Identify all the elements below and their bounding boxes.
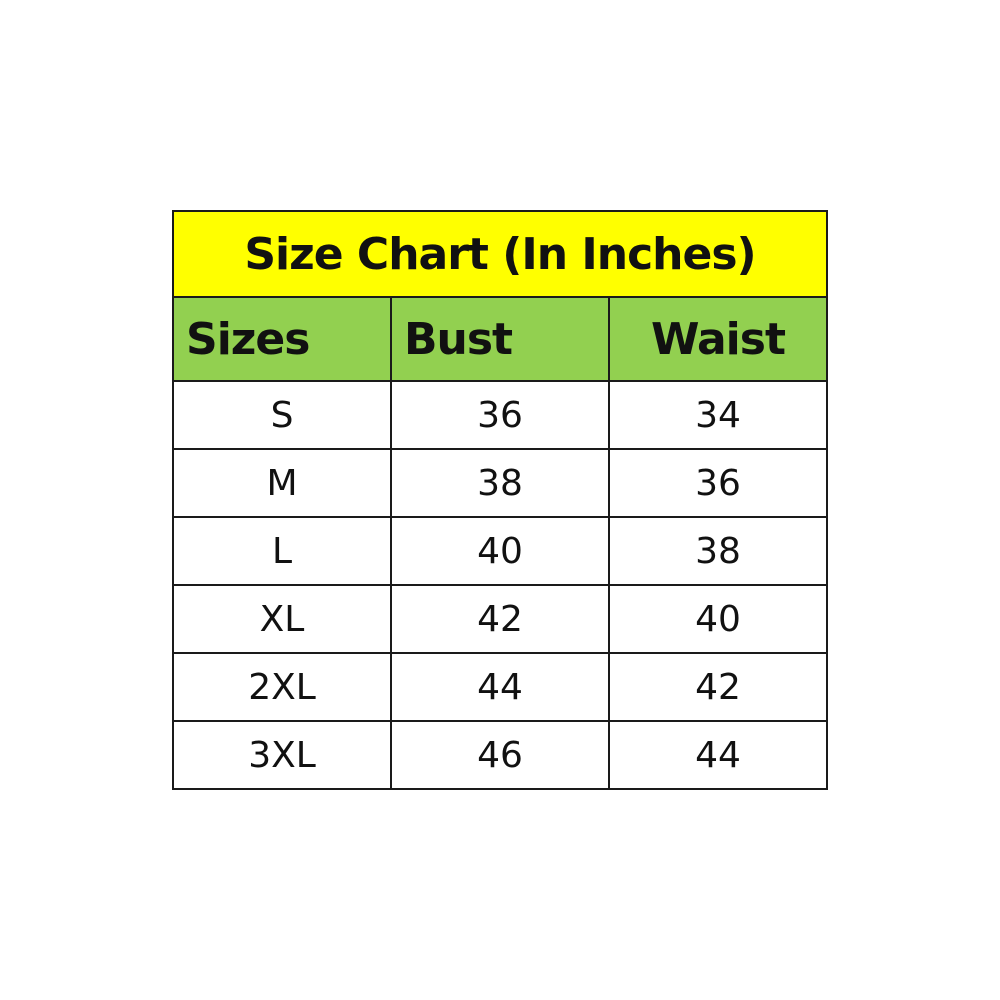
cell-bust: 44 — [390, 652, 610, 722]
title-row: Size Chart (In Inches) — [172, 210, 828, 298]
cell-size: L — [172, 516, 392, 586]
cell-bust: 40 — [390, 516, 610, 586]
table-row: XL 42 40 — [172, 584, 828, 654]
header-row: Sizes Bust Waist — [172, 296, 828, 382]
cell-waist: 44 — [608, 720, 828, 790]
table-row: 2XL 44 42 — [172, 652, 828, 722]
table-row: S 36 34 — [172, 380, 828, 450]
cell-bust: 42 — [390, 584, 610, 654]
cell-size: 2XL — [172, 652, 392, 722]
cell-waist: 38 — [608, 516, 828, 586]
table-row: L 40 38 — [172, 516, 828, 586]
cell-waist: 42 — [608, 652, 828, 722]
table-title: Size Chart (In Inches) — [172, 210, 828, 298]
cell-waist: 34 — [608, 380, 828, 450]
cell-bust: 46 — [390, 720, 610, 790]
header-sizes: Sizes — [172, 296, 392, 382]
cell-size: XL — [172, 584, 392, 654]
cell-bust: 36 — [390, 380, 610, 450]
header-bust: Bust — [390, 296, 610, 382]
cell-waist: 40 — [608, 584, 828, 654]
header-waist: Waist — [608, 296, 828, 382]
size-chart-table: Size Chart (In Inches) Sizes Bust Waist … — [172, 210, 828, 790]
cell-size: M — [172, 448, 392, 518]
cell-bust: 38 — [390, 448, 610, 518]
cell-size: S — [172, 380, 392, 450]
cell-waist: 36 — [608, 448, 828, 518]
cell-size: 3XL — [172, 720, 392, 790]
table-row: M 38 36 — [172, 448, 828, 518]
table-row: 3XL 46 44 — [172, 720, 828, 790]
